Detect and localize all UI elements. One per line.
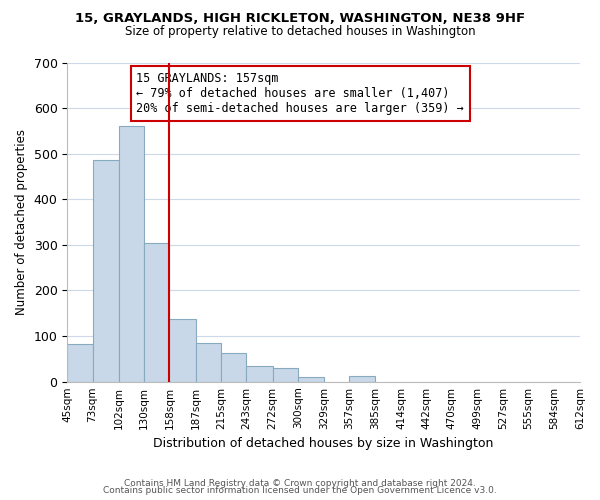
Text: 15, GRAYLANDS, HIGH RICKLETON, WASHINGTON, NE38 9HF: 15, GRAYLANDS, HIGH RICKLETON, WASHINGTO…: [75, 12, 525, 26]
Text: Contains HM Land Registry data © Crown copyright and database right 2024.: Contains HM Land Registry data © Crown c…: [124, 478, 476, 488]
Bar: [298, 377, 324, 382]
Bar: [92, 160, 119, 382]
Text: Size of property relative to detached houses in Washington: Size of property relative to detached ho…: [125, 25, 475, 38]
Bar: [144, 243, 169, 382]
Text: Contains public sector information licensed under the Open Government Licence v3: Contains public sector information licen…: [103, 486, 497, 495]
Bar: [67, 344, 92, 382]
Bar: [272, 368, 298, 382]
Bar: [247, 366, 272, 382]
Bar: [119, 126, 144, 382]
Bar: [196, 343, 221, 382]
Bar: [349, 376, 375, 382]
X-axis label: Distribution of detached houses by size in Washington: Distribution of detached houses by size …: [154, 437, 494, 450]
Bar: [221, 353, 247, 382]
Y-axis label: Number of detached properties: Number of detached properties: [15, 129, 28, 315]
Bar: [169, 319, 196, 382]
Text: 15 GRAYLANDS: 157sqm
← 79% of detached houses are smaller (1,407)
20% of semi-de: 15 GRAYLANDS: 157sqm ← 79% of detached h…: [136, 72, 464, 115]
